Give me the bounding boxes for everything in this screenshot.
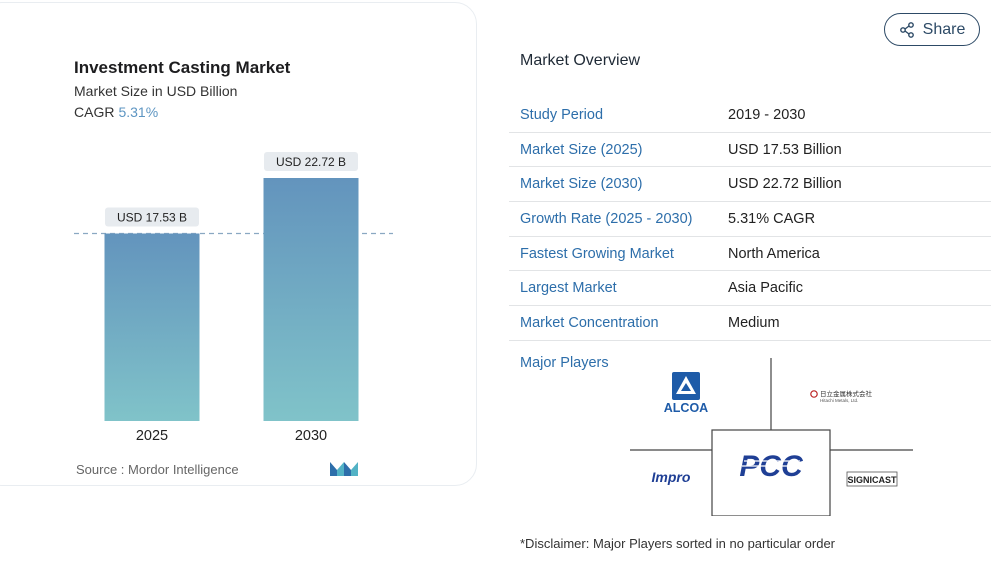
row-value: 5.31% CAGR [728,210,816,227]
alcoa-wordmark: ALCOA [664,401,708,415]
center-box [711,429,831,516]
row-value: Asia Pacific [728,280,803,297]
data-label-bg [105,207,199,227]
table-row: Fastest Growing Market North America [509,237,991,272]
bar-2025 [104,233,200,421]
chart-title: Investment Casting Market [74,58,291,77]
table-row: Growth Rate (2025 - 2030) 5.31% CAGR [509,202,991,237]
alcoa-logo: ALCOA [664,372,708,415]
market-overview-table: Study Period 2019 - 2030 Market Size (20… [509,98,991,341]
row-key: Growth Rate (2025 - 2030) [520,210,693,227]
pcc-logo: PCC [739,450,804,483]
row-key: Fastest Growing Market [520,245,674,262]
table-row: Largest Market Asia Pacific [509,271,991,307]
chart-subtitle: Market Size in USD Billion [74,83,238,99]
share-icon [899,21,914,38]
data-label-bg [264,152,358,171]
hitachi-wordmark: 日立金属株式会社 [820,389,873,398]
table-row: Market Size (2030) USD 22.72 Billion [509,167,991,203]
row-key: Study Period [520,106,604,123]
row-value: USD 17.53 Billion [728,141,842,158]
share-button[interactable]: Share [884,13,980,46]
row-key: Market Size (2025) [520,141,643,158]
hitachi-mark-icon [810,390,818,398]
mordor-intelligence-logo-icon [330,462,358,476]
row-value: Medium [728,314,780,331]
bar-chart: USD 17.53 B 2025 USD 22.72 B 2030 [74,152,393,444]
hitachi-metals-logo: 日立金属株式会社 Hitachi Metals, Ltd. [810,389,873,403]
bar-2030 [263,178,359,421]
x-tick-label: 2025 [136,428,168,444]
cagr-value: 5.31% [118,104,159,120]
data-label: USD 22.72 B [276,155,346,169]
row-key: Largest Market [520,280,617,297]
row-key: Market Concentration [520,314,659,331]
signicast-wordmark: SIGNICAST [847,475,897,485]
major-players-label: Major Players [520,355,609,371]
major-players-grid: ALCOA 日立金属株式会社 Hitachi Metals, Ltd. PCC … [630,358,913,516]
hitachi-subtext: Hitachi Metals, Ltd. [820,398,858,403]
disclaimer-text: *Disclaimer: Major Players sorted in no … [520,536,836,551]
row-value: North America [728,245,820,262]
chart-card [0,2,477,486]
table-row: Study Period 2019 - 2030 [509,98,991,133]
table-row: Market Size (2025) USD 17.53 Billion [509,133,991,168]
row-value: USD 22.72 Billion [728,176,842,193]
x-tick-label: 2030 [295,428,327,444]
cagr-label: CAGR [74,104,115,120]
share-label: Share [922,20,966,38]
row-value: 2019 - 2030 [728,106,806,123]
impro-logo: Impro [652,469,691,485]
data-label: USD 17.53 B [117,211,187,225]
chart-cagr: CAGR 5.31% [74,104,158,120]
table-row: Market Concentration Medium [509,306,991,341]
market-overview-title: Market Overview [520,52,641,69]
chart-source: Source : Mordor Intelligence [76,462,239,477]
signicast-logo: SIGNICAST [846,471,898,487]
row-key: Market Size (2030) [520,176,643,193]
